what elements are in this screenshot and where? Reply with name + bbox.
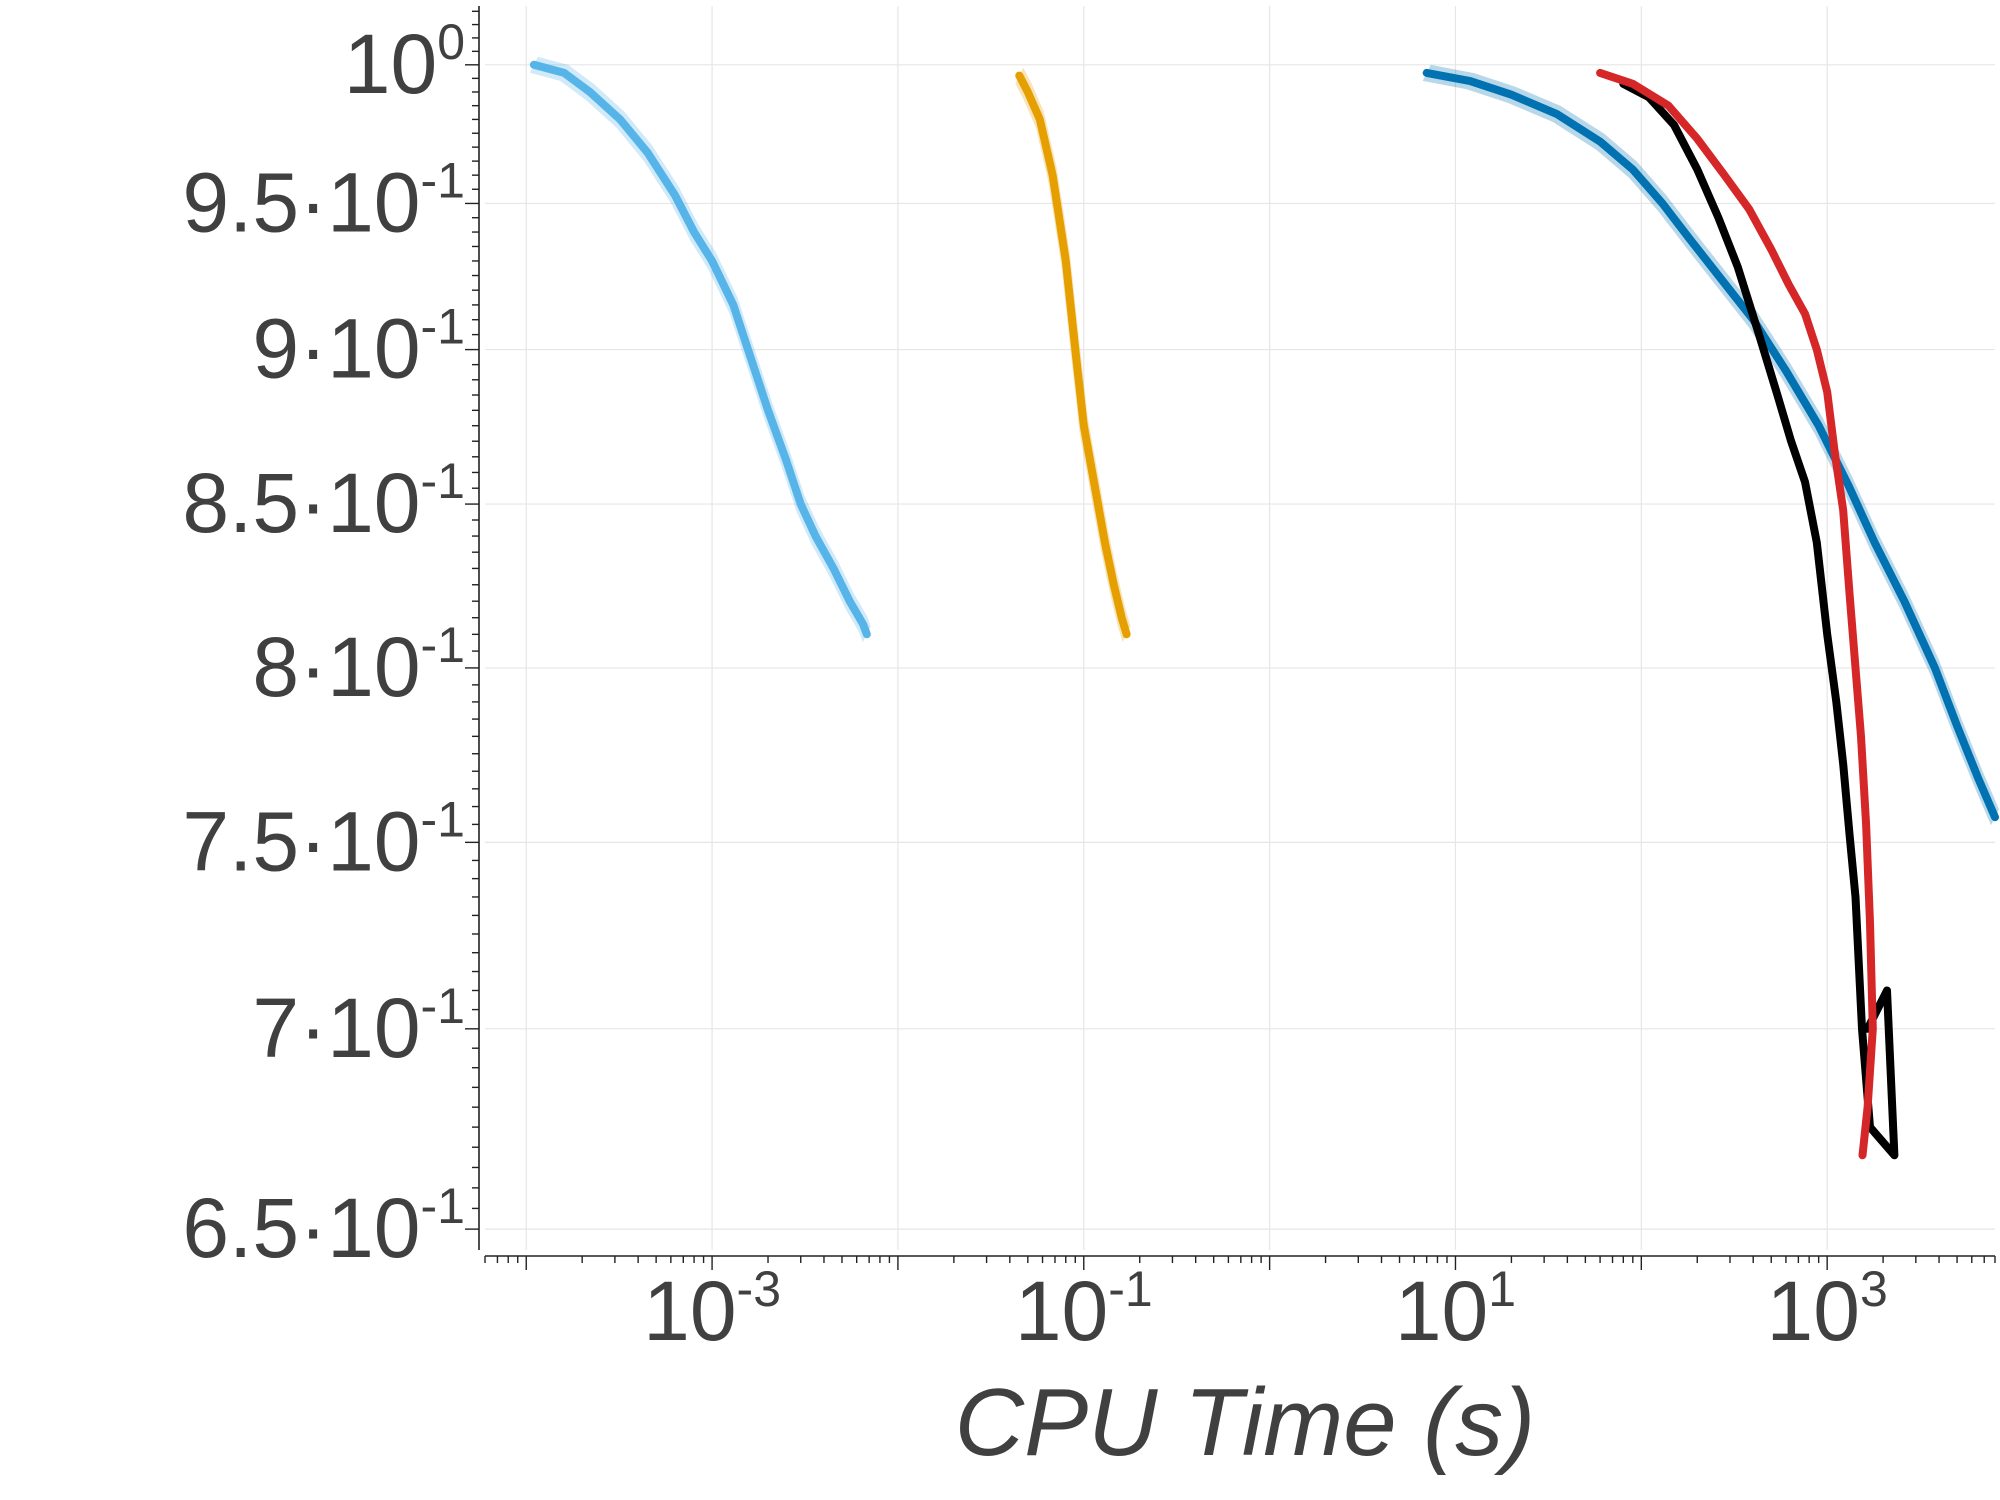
axes: [478, 6, 1995, 1257]
y-tick-label: 6.5·10-1: [182, 1178, 465, 1275]
x-tick-label: 10-3: [643, 1261, 781, 1358]
y-tick-label: 8.5·10-1: [182, 453, 465, 550]
y-tick-label: 9.5·10-1: [182, 152, 465, 249]
series-lines: [529, 60, 1999, 1160]
x-axis-title: CPU Time (s): [955, 1369, 1535, 1476]
y-tick-label: 9·10-1: [252, 299, 465, 396]
y-tick-label: 7.5·10-1: [182, 791, 465, 888]
x-tick-label: 10-1: [1015, 1261, 1153, 1358]
y-tick-label: 8·10-1: [252, 617, 465, 714]
series-4-line: [1596, 68, 1877, 1160]
series-1-line: [1015, 71, 1131, 639]
series-0-line: [529, 60, 871, 639]
y-axis-ticks: 100 9.5·10-1 9·10-1 8.5·10-1 8·10-1 7.5·10-1 7…: [182, 10, 479, 1275]
x-tick-label: 103: [1767, 1261, 1888, 1358]
y-tick-label: 7·10-1: [252, 978, 465, 1075]
x-axis-ticks: 10-3 10-1 101 103: [484, 1256, 1996, 1358]
y-tick-label: 100: [344, 14, 465, 111]
x-tick-label: 101: [1395, 1261, 1516, 1358]
